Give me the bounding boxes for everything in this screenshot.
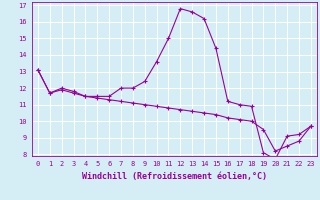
X-axis label: Windchill (Refroidissement éolien,°C): Windchill (Refroidissement éolien,°C) [82, 172, 267, 181]
